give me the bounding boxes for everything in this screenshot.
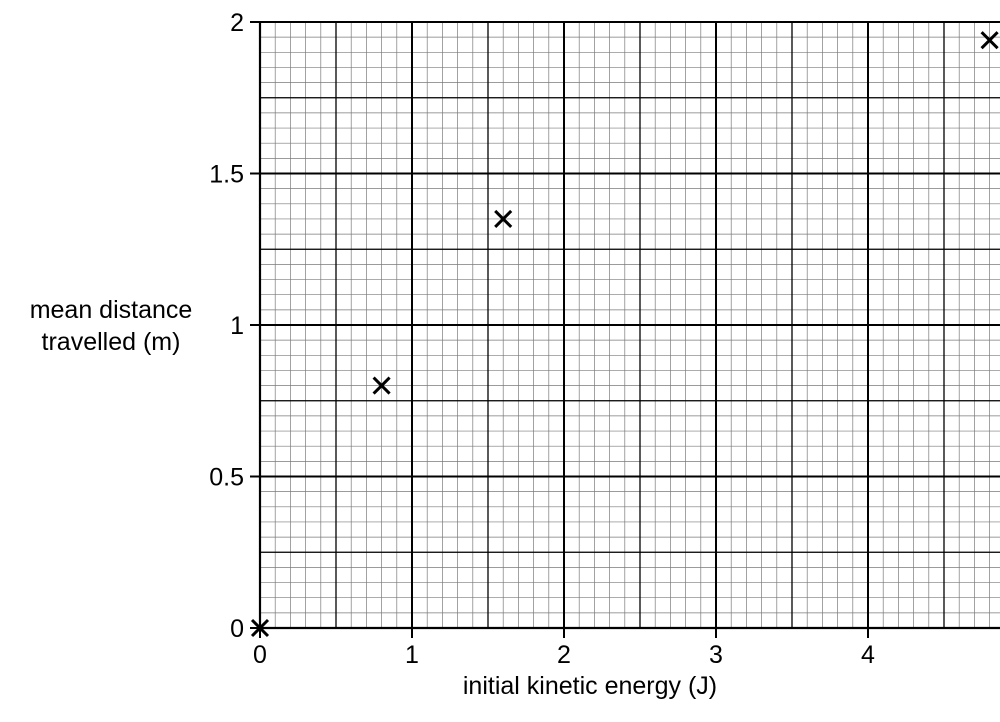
x-tick-label: 0 (253, 641, 267, 669)
y-tick-label: 1 (230, 312, 244, 340)
x-axis-label: initial kinetic energy (J) (462, 672, 718, 700)
data-point-stroke-b (372, 376, 391, 395)
data-point-stroke-b (494, 209, 513, 229)
x-tick-label: 4 (861, 641, 875, 669)
data-point-cross (372, 376, 391, 395)
data-points (250, 31, 999, 638)
y-axis-label-line-2: travelled (m) (41, 328, 181, 356)
data-point-cross (494, 209, 513, 229)
data-point-stroke-b (250, 618, 270, 638)
x-tick-label: 2 (557, 641, 571, 669)
x-tick-label: 1 (405, 641, 419, 669)
data-point-stroke-b (980, 31, 999, 50)
y-tick-label: 1.5 (209, 161, 244, 189)
tick-labels: 0 0.5 1 1.5 2 0 1 2 3 4 (209, 9, 875, 669)
y-tick-label: 2 (230, 9, 244, 37)
y-axis-label-line-1: mean distance (29, 296, 193, 324)
x-tick-label: 3 (709, 641, 723, 669)
data-point-cross (250, 618, 270, 638)
axes (250, 21, 1000, 638)
y-tick-label: 0 (230, 615, 244, 643)
y-tick-label: 0.5 (209, 464, 244, 492)
data-point-cross (980, 31, 999, 50)
